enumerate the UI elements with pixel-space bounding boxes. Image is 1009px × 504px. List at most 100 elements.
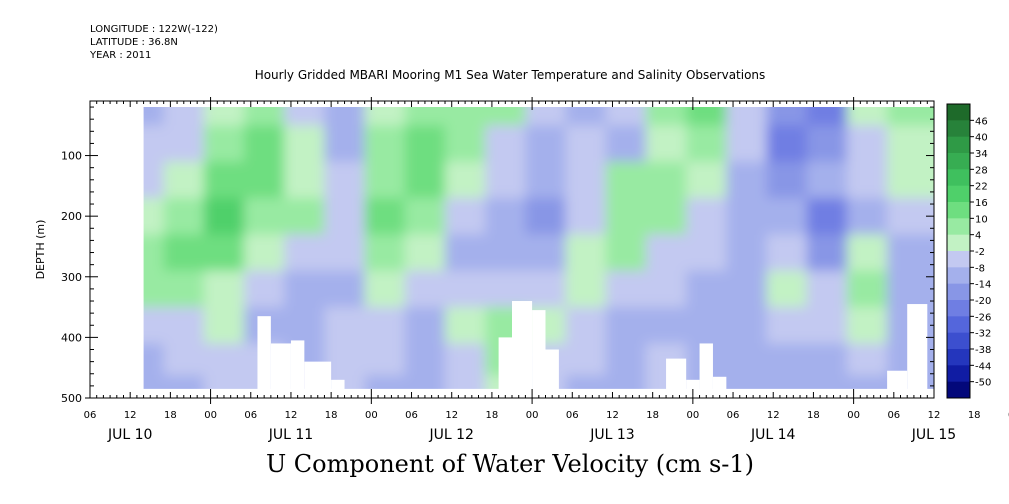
- heatmap-cell: [284, 307, 325, 344]
- heatmap-cell: [887, 234, 935, 272]
- x-axis-label: U Component of Water Velocity (cm s-1): [265, 450, 755, 478]
- heatmap-cell: [726, 375, 768, 389]
- heatmap-cell: [605, 270, 647, 308]
- heatmap-cell: [686, 234, 727, 272]
- heatmap-cell: [143, 307, 165, 344]
- x-tick-label: 00: [526, 410, 539, 421]
- colorbar-label: -38: [975, 345, 991, 356]
- colorbar-swatch: [947, 120, 970, 138]
- colorbar-swatch: [947, 316, 970, 334]
- colorbar-label: -20: [975, 296, 991, 307]
- y-axis-ticks: 100 200 300 400 500: [61, 106, 934, 405]
- heatmap-cell: [726, 343, 768, 376]
- heatmap-cell: [565, 343, 607, 376]
- heatmap-cell: [806, 270, 848, 308]
- heatmap-cell: [244, 161, 285, 199]
- colorbar: 46 40 34 28 22 16 10 4 -2 -8 -14 -20 -26 -32 -38 -44 -50: [946, 103, 991, 399]
- heatmap-cell: [846, 161, 888, 199]
- heatmap-cell: [605, 107, 647, 126]
- heatmap-cell: [485, 125, 526, 163]
- heatmap-cell: [445, 343, 486, 376]
- heatmap-cell: [766, 270, 808, 308]
- heatmap-cell: [605, 161, 647, 199]
- heatmap-cell: [605, 307, 647, 344]
- colorbar-label: 10: [975, 214, 988, 225]
- heatmap-cell: [605, 343, 647, 376]
- heatmap-cell: [143, 197, 165, 235]
- x-tick-label: 06: [405, 410, 418, 421]
- heatmap-cell: [244, 234, 285, 272]
- colorbar-swatch: [947, 153, 970, 170]
- colorbar-swatch: [947, 365, 970, 383]
- heatmap-cell: [806, 375, 848, 389]
- heatmap-cell: [163, 107, 205, 126]
- heatmap-cell: [404, 343, 446, 376]
- colorbar-swatch: [947, 104, 970, 121]
- heatmap-cell: [766, 125, 808, 163]
- heatmap-cell: [726, 161, 768, 199]
- heatmap-cell: [445, 234, 486, 272]
- x-tick-label: 00: [847, 410, 860, 421]
- x-tick-label: 12: [285, 410, 298, 421]
- x-tick-label: 18: [807, 410, 820, 421]
- heatmap-cell: [203, 343, 245, 376]
- heatmap-cell: [163, 161, 205, 199]
- heatmap-cell: [324, 107, 366, 126]
- heatmap-cell: [766, 161, 808, 199]
- heatmap-cell: [806, 161, 848, 199]
- missing-data-gap: [331, 379, 345, 390]
- y-tick-label: 400: [61, 331, 82, 344]
- heatmap-cell: [143, 270, 165, 308]
- heatmap-cell: [726, 270, 768, 308]
- heatmap-cell: [404, 107, 446, 126]
- heatmap-cell: [846, 343, 888, 376]
- colorbar-label: -14: [975, 280, 991, 291]
- year-label: YEAR : 2011: [90, 50, 152, 61]
- longitude-label: LONGITUDE : 122W(-122): [90, 24, 218, 35]
- heatmap-cell: [766, 107, 808, 126]
- heatmap-cell: [887, 197, 935, 235]
- heatmap-cell: [364, 234, 406, 272]
- x-day-label: JUL 13: [589, 427, 634, 443]
- heatmap-cell: [645, 161, 687, 199]
- heatmap-cell: [284, 197, 325, 235]
- colorbar-label: -44: [975, 361, 991, 372]
- heatmap-cell: [846, 197, 888, 235]
- heatmap-cell: [565, 375, 607, 389]
- colorbar-label: 28: [975, 165, 988, 176]
- heatmap-cell: [445, 197, 486, 235]
- missing-data-gap: [545, 349, 559, 390]
- heatmap-cell: [445, 375, 486, 389]
- heatmap-cell: [766, 307, 808, 344]
- x-tick-label: 18: [486, 410, 499, 421]
- x-axis-ticks: 06 12 18 00 06 12 18 00 06 12 18 00 06 12 18 00 06 12 18 00…: [84, 97, 1009, 443]
- heatmap-cell: [645, 270, 687, 308]
- heatmap-cell: [766, 343, 808, 376]
- x-tick-label: 00: [686, 410, 699, 421]
- missing-data-gap: [270, 343, 291, 390]
- missing-data-gap: [290, 340, 305, 390]
- heatmap-cell: [284, 125, 325, 163]
- chart-title: Hourly Gridded MBARI Mooring M1 Sea Wate…: [254, 68, 766, 82]
- missing-data-gap: [257, 316, 271, 390]
- missing-data-gap: [304, 361, 332, 390]
- colorbar-label: -26: [975, 312, 991, 323]
- heatmap-cell: [766, 234, 808, 272]
- heatmap-cell: [143, 161, 165, 199]
- heatmap-cell: [887, 270, 935, 308]
- heatmap-cell: [846, 270, 888, 308]
- heatmap-cell: [163, 343, 205, 376]
- heatmap-cell: [686, 270, 727, 308]
- heatmap-cell: [525, 161, 567, 199]
- heatmap-cell: [445, 125, 486, 163]
- colorbar-swatch: [947, 283, 970, 301]
- missing-data-gap: [887, 370, 908, 390]
- heatmap-cell: [244, 125, 285, 163]
- heatmap-cell: [445, 161, 486, 199]
- heatmap-cell: [284, 234, 325, 272]
- heatmap-cell: [645, 125, 687, 163]
- heatmap-cell: [565, 270, 607, 308]
- heatmap-cell: [645, 307, 687, 344]
- heatmap-cell: [686, 107, 727, 126]
- heatmap-cell: [203, 125, 245, 163]
